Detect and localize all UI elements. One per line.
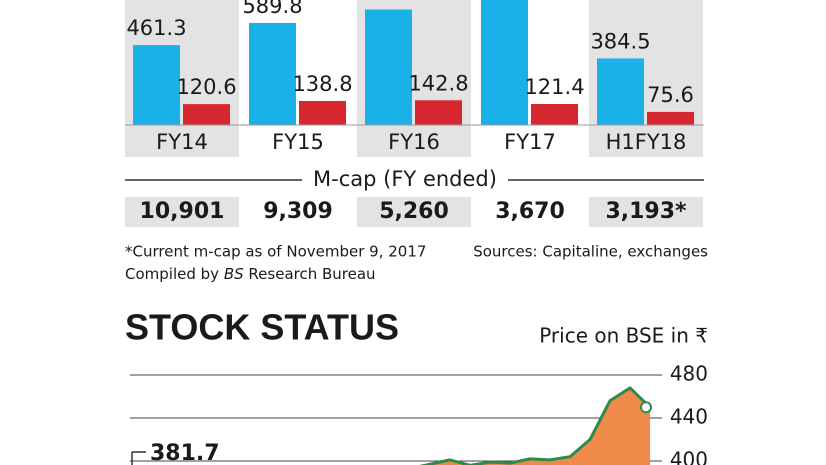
x-tick-label: FY17 xyxy=(504,130,556,154)
compiled-bs: BS xyxy=(224,265,244,283)
chart-title: STOCK STATUS xyxy=(125,307,399,348)
value-label: 589.8 xyxy=(242,0,302,18)
x-tick-label: FY16 xyxy=(388,130,440,154)
value-label: 138.8 xyxy=(292,72,352,96)
mcap-bg xyxy=(589,197,703,227)
x-tick-label: H1FY18 xyxy=(606,130,687,154)
mcap-bg xyxy=(125,197,239,227)
bar xyxy=(249,22,296,126)
value-label: 75.6 xyxy=(647,83,694,107)
y-tick-label: 400 xyxy=(670,448,708,465)
source: Sources: Capitaline, exchanges xyxy=(473,243,708,261)
mcap-title: M-cap (FY ended) xyxy=(313,167,497,191)
bar xyxy=(647,111,694,125)
bar xyxy=(415,100,462,125)
bar xyxy=(183,104,230,125)
bar xyxy=(597,58,644,125)
mcap-value: 3,670 xyxy=(495,199,565,224)
bar xyxy=(481,0,528,126)
mcap-bg xyxy=(357,197,471,227)
bar xyxy=(365,9,412,126)
y-tick-label: 480 xyxy=(670,362,708,386)
bar xyxy=(299,100,346,125)
value-label: 120.6 xyxy=(176,75,236,99)
end-marker xyxy=(640,401,652,414)
annotation: 381.7 xyxy=(150,441,220,465)
line xyxy=(419,386,652,465)
mcap-value: 10,901 xyxy=(140,199,225,224)
y-axis-label: Price on BSE in ₹ xyxy=(539,324,708,348)
x-tick-label: FY14 xyxy=(156,130,208,154)
x-tick-label: FY15 xyxy=(272,130,324,154)
compiled-text: Research Bureau xyxy=(248,265,375,283)
compiled-text: Compiled by xyxy=(125,265,219,283)
bar-chart: FY14 10,901 FY15 9,309 FY16 5,260 FY17 3,670 H1F… xyxy=(125,0,704,227)
value-label: 121.4 xyxy=(524,75,584,99)
value-label: 461.3 xyxy=(126,16,186,40)
mcap-value: 3,193* xyxy=(605,199,687,224)
line-chart: 480 440 400 381.7 xyxy=(130,362,708,465)
value-label: 142.8 xyxy=(408,71,468,95)
compiled-by: Compiled by BS Research Bureau xyxy=(125,265,376,283)
footnote: *Current m-cap as of November 9, 2017 xyxy=(125,243,426,261)
value-label: 384.5 xyxy=(590,29,650,53)
value-label: 667.1 xyxy=(358,0,418,5)
area xyxy=(426,387,650,465)
mcap-value: 9,309 xyxy=(263,199,333,224)
bar xyxy=(133,45,180,125)
mcap-value: 5,260 xyxy=(379,199,449,224)
y-tick-label: 440 xyxy=(670,405,708,429)
bar xyxy=(531,103,578,125)
